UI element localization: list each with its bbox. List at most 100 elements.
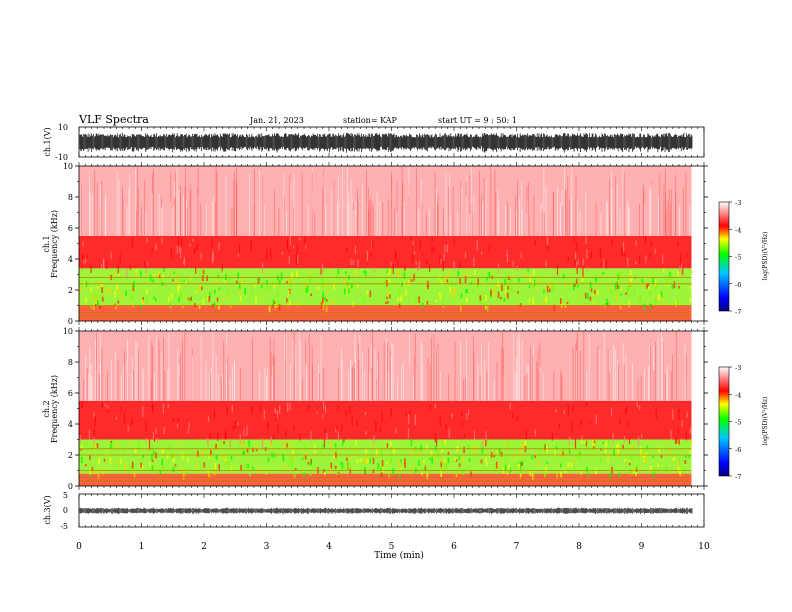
spectrogram-speckle [466,270,468,277]
spectrogram-speckle [665,466,667,473]
spectrogram-speckle [304,282,307,288]
spectrogram-speckle [131,293,133,300]
spectrogram-streak [111,359,112,401]
spectrogram-speckle [678,285,680,289]
spectrogram-speckle [388,268,390,276]
spectrogram-speckle [410,236,412,240]
spectrogram-speckle [481,251,483,255]
spectrogram-speckle [385,301,387,305]
spectrogram-streak [461,186,463,236]
spectrogram-speckle [466,413,468,420]
time-tick-label: 1 [139,542,145,552]
spectrogram-speckle [94,293,97,299]
spectrogram-speckle [568,436,571,446]
frequency-tick-label: 8 [68,358,73,367]
spectrogram-streak [338,367,339,401]
spectrogram-speckle [269,441,272,447]
spectrogram-speckle [84,257,87,264]
spectrogram-speckle [330,462,333,469]
spectrogram-speckle [142,299,144,305]
spectrogram-speckle [322,291,324,298]
spectrogram-streak [350,361,351,401]
spectrogram-streak [394,206,395,236]
spectrogram-streak [169,202,171,236]
spectrogram-streak [319,374,320,401]
spectrogram-speckle [441,449,443,453]
spectrogram-speckle [562,450,564,456]
spectrogram-speckle [584,292,587,299]
spectrogram-speckle [473,257,475,267]
spectrogram-speckle [511,274,513,279]
spectrogram-speckle [145,438,147,443]
spectrogram-speckle [617,449,620,454]
frequency-tick-label: 6 [68,389,73,398]
spectrogram-streak [623,363,625,401]
spectrogram-streak [626,199,628,236]
spectrogram-speckle [447,271,450,276]
spectrogram-speckle [677,427,679,434]
spectrogram-speckle [309,471,312,476]
spectrogram-speckle [529,470,532,476]
spectrogram-speckle [599,247,601,259]
ch3-wave-ticks [78,494,705,527]
spectrogram-streak [184,332,186,401]
spectrogram-speckle [100,279,102,284]
spectrogram-speckle [94,415,96,427]
spectrogram-speckle [94,299,96,304]
spectrogram-speckle [190,296,192,301]
spectrogram-speckle [347,461,350,467]
time-tick-label: 7 [514,542,520,552]
spectrogram-speckle [616,281,618,285]
spectrogram-speckle [404,265,406,272]
spectrogram-streak [449,214,451,236]
spectrogram-speckle [658,446,661,453]
spectrogram-streak [529,346,531,401]
spectrogram-speckle [172,279,174,282]
spectrogram-speckle [397,297,399,302]
ch1-colorbar-gradient [718,201,730,312]
spectrogram-streak [667,199,669,236]
spectrogram-streak [290,181,292,236]
spectrogram-speckle [426,445,428,451]
spectrogram-speckle [641,434,643,439]
spectrogram-streak [675,331,677,401]
spectrogram-streak [323,168,325,236]
spectrogram-speckle [283,440,285,443]
spectrogram-speckle [303,472,305,478]
spectrogram-streak [131,357,133,401]
spectrogram-streak [342,166,343,236]
spectrogram-speckle [540,302,542,305]
spectrogram-speckle [545,260,547,267]
spectrogram-speckle [200,252,202,260]
spectrogram-streak [262,174,264,236]
spectrogram-streak [209,372,210,401]
spectrogram-speckle [289,440,292,448]
spectrogram-streak [378,352,379,401]
spectrogram-speckle [652,455,654,459]
spectrogram-speckle [274,407,276,414]
spectrogram-speckle [291,455,293,463]
spectrogram-streak [183,195,185,236]
spectrogram-speckle [608,439,611,446]
spectrogram-streak [376,378,378,401]
spectrogram-speckle [602,271,604,275]
spectrogram-speckle [639,255,641,264]
spectrogram-streak [133,370,134,401]
spectrogram-speckle [85,464,87,467]
spectrogram-speckle [611,466,613,474]
spectrogram-streak [628,202,629,236]
spectrogram-streak [533,195,535,236]
spectrogram-streak [564,189,566,236]
spectrogram-speckle [434,403,436,409]
spectrogram-speckle [397,289,400,297]
spectrogram-speckle [120,406,122,411]
spectrogram-speckle [322,302,325,310]
spectrogram-speckle [485,295,487,302]
spectrogram-speckle [218,242,220,250]
spectrogram-speckle [335,455,338,462]
colorbar-tick-label: -5 [735,254,741,262]
spectrogram-streak [387,342,388,401]
spectrogram-speckle [581,435,583,441]
spectrogram-speckle [183,256,186,266]
